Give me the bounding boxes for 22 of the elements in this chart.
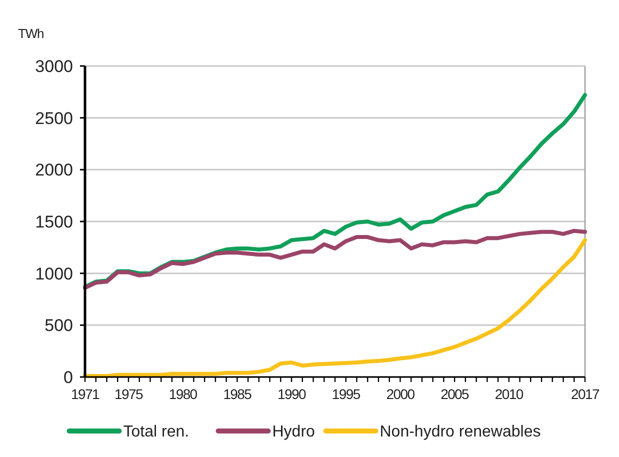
y-tick-label: 1500 bbox=[35, 212, 73, 232]
x-tick-label: 1975 bbox=[114, 386, 144, 402]
y-axis-title: TWh bbox=[18, 26, 44, 41]
y-tick-label: 1000 bbox=[35, 264, 73, 284]
x-tick-label: 1980 bbox=[168, 386, 198, 402]
x-tick-label: 1971 bbox=[71, 386, 100, 402]
x-tick-label: 2017 bbox=[571, 386, 600, 402]
line-series bbox=[83, 228, 587, 290]
legend-label: Total ren. bbox=[123, 424, 190, 441]
y-tick-label: 3000 bbox=[35, 56, 73, 76]
x-tick-label: 1990 bbox=[278, 386, 307, 402]
y-tick-label: 500 bbox=[44, 316, 73, 336]
x-tick-label: 2000 bbox=[386, 386, 416, 402]
y-tick-label: 2000 bbox=[35, 160, 73, 180]
legend-label: Non-hydro renewables bbox=[380, 424, 541, 441]
x-tick-label: 2010 bbox=[494, 386, 524, 402]
y-tick-label: 0 bbox=[64, 368, 73, 387]
legend-label: Hydro bbox=[272, 424, 316, 441]
x-tick-label: 1985 bbox=[223, 386, 252, 402]
y-tick-label: 2500 bbox=[35, 108, 73, 128]
x-tick-label: 1995 bbox=[332, 386, 361, 402]
x-tick-label: 2005 bbox=[440, 386, 470, 402]
